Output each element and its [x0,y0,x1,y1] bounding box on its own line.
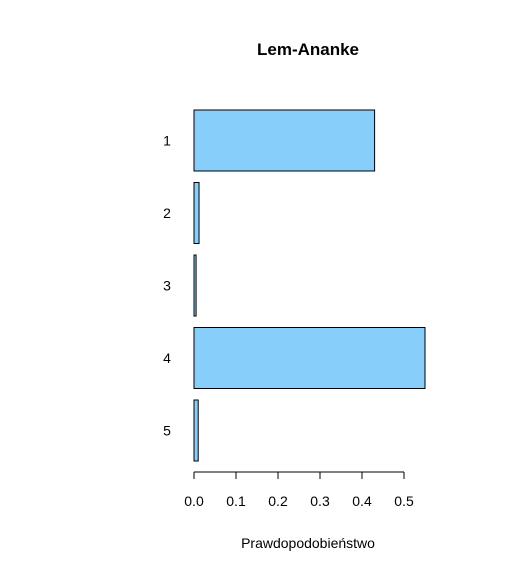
bar-3 [193,254,197,317]
x-tick-label-0.5: 0.5 [394,493,414,509]
bar-2 [193,182,200,244]
category-label-2: 2 [163,205,171,221]
x-tick-label-0.2: 0.2 [268,493,288,509]
bar-5 [193,399,199,462]
category-label-5: 5 [163,423,171,439]
bar-4 [193,327,426,389]
x-tick-label-0.1: 0.1 [226,493,246,509]
chart-title: Lem-Ananke [257,40,359,59]
category-labels-group: 1 2 3 4 5 [163,133,171,439]
x-tick-label-0.4: 0.4 [352,493,372,509]
category-label-4: 4 [163,350,171,366]
x-tick-label-0.0: 0.0 [184,493,204,509]
category-label-3: 3 [163,278,171,294]
x-axis-title: Prawdopodobieństwo [241,535,375,551]
bar-1 [193,109,376,172]
x-tick-label-0.3: 0.3 [310,493,330,509]
x-axis: 0.0 0.1 0.2 0.3 0.4 0.5 [184,471,414,509]
bars-group [193,109,426,462]
category-label-1: 1 [163,133,171,149]
